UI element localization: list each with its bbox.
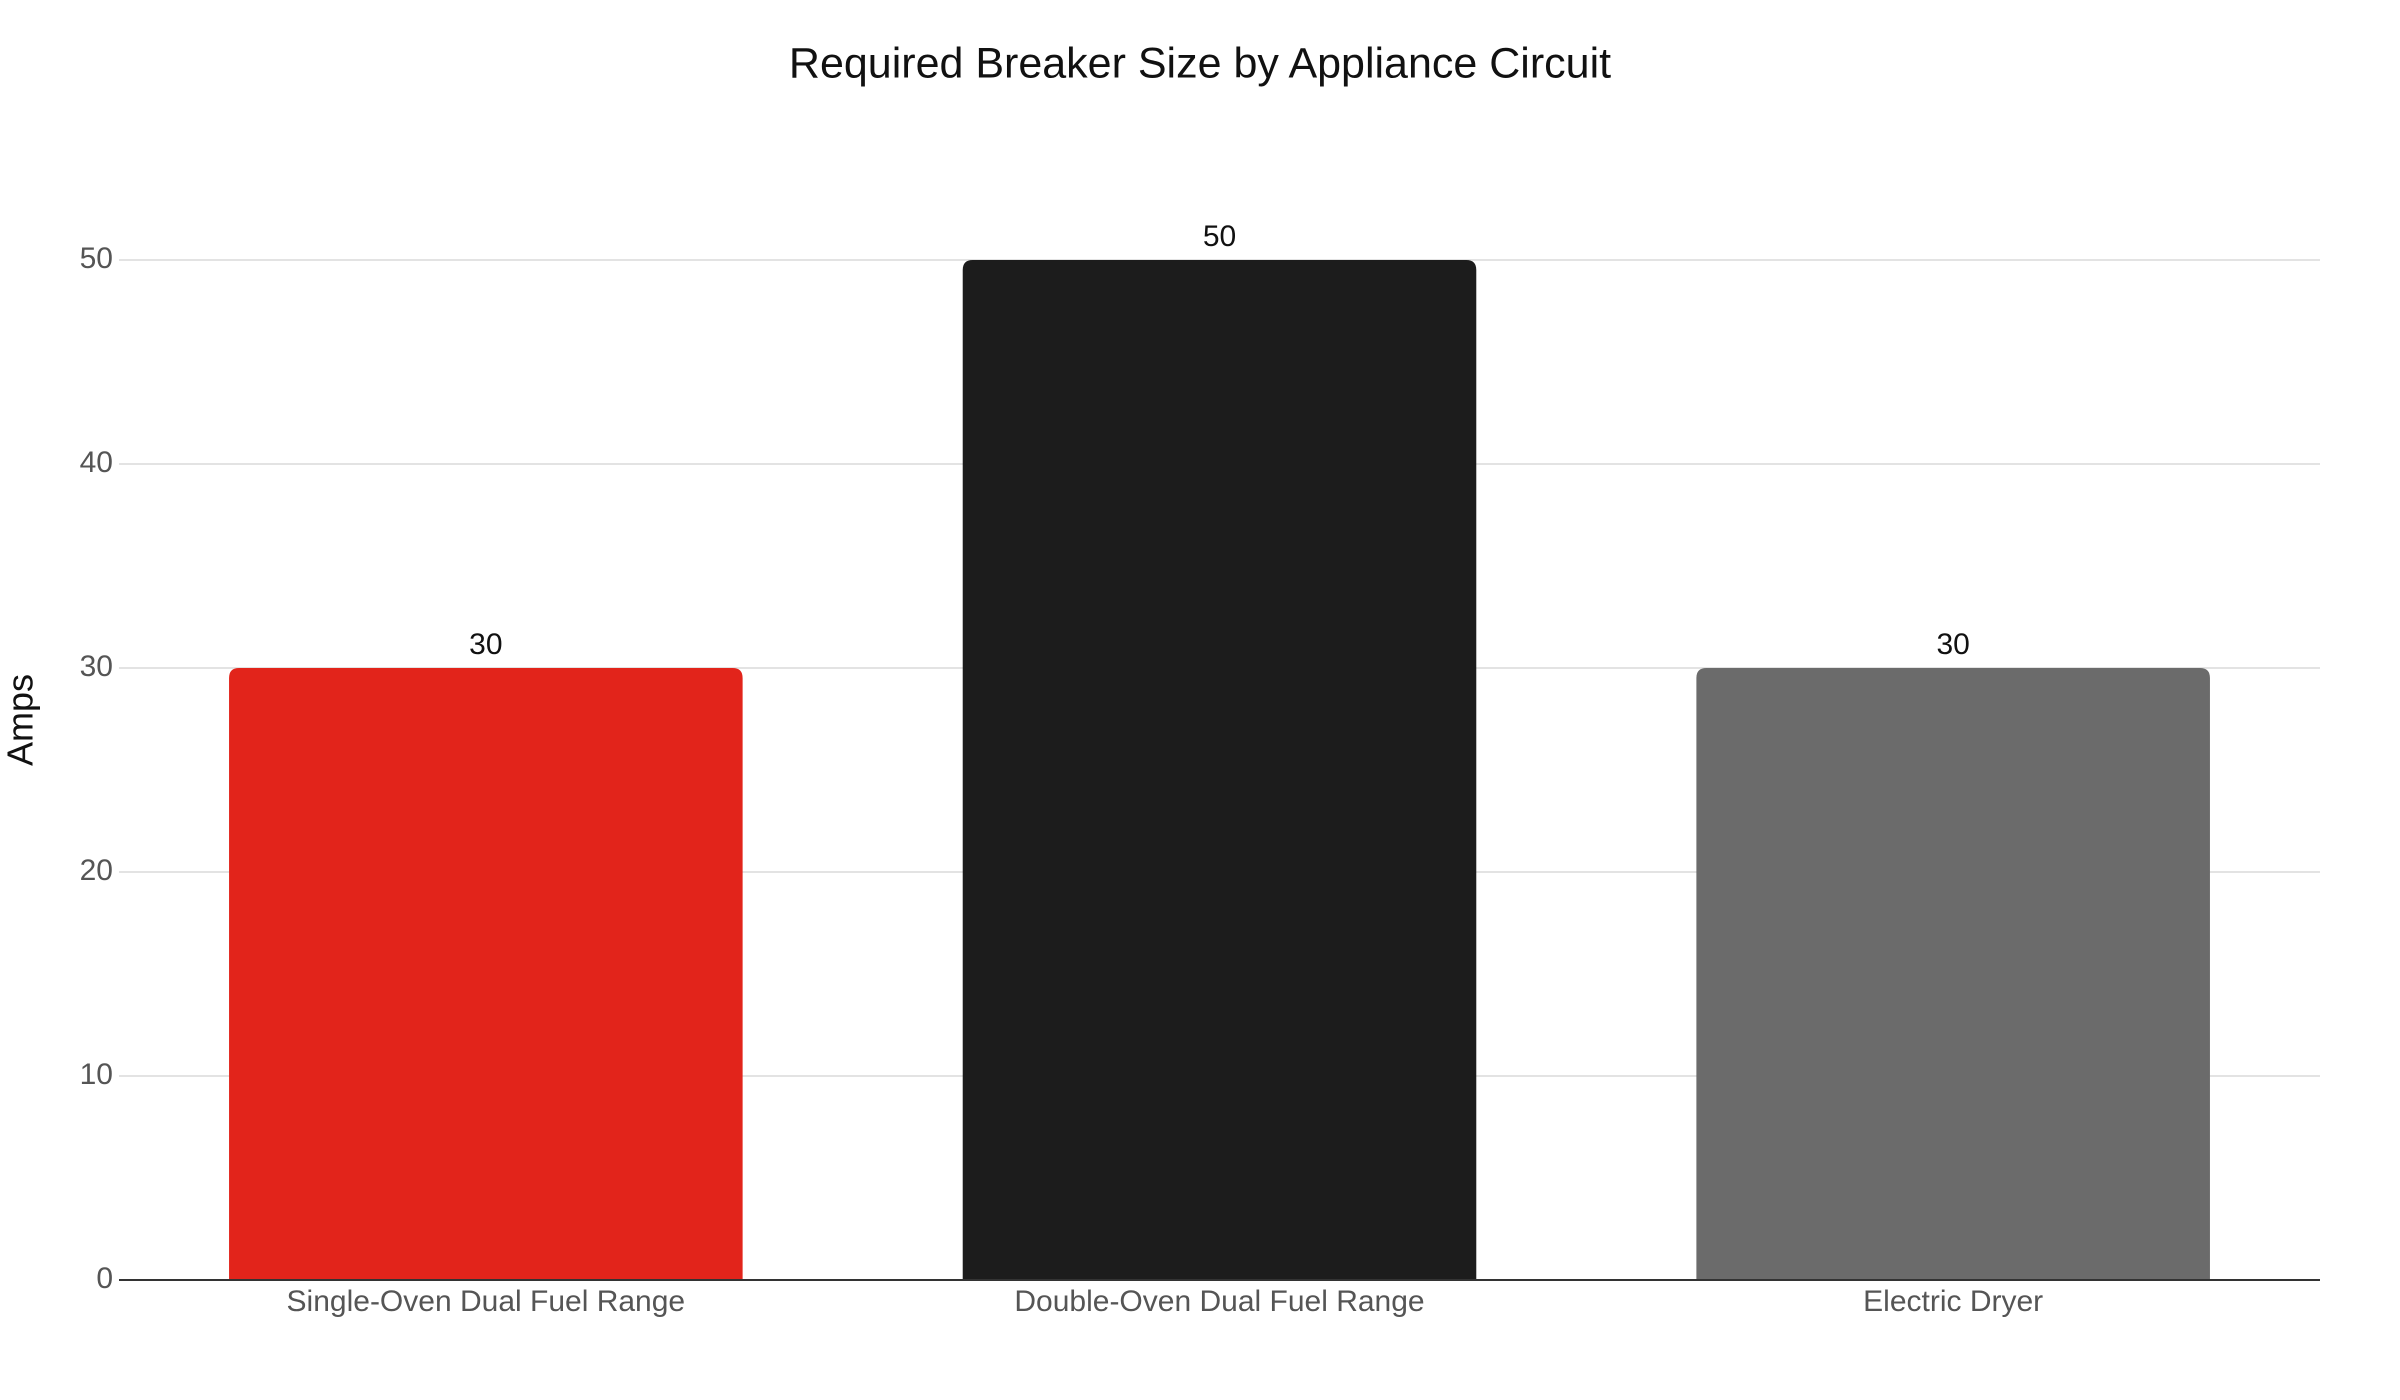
bar (229, 668, 743, 1280)
bar (1696, 668, 2210, 1280)
y-tick-label: 20 (80, 854, 113, 887)
y-tick-label: 40 (80, 446, 113, 479)
data-label: 30 (1936, 628, 1969, 661)
y-axis-label: Amps (0, 674, 41, 766)
data-label: 30 (469, 628, 502, 661)
chart-title: Required Breaker Size by Appliance Circu… (789, 39, 1611, 87)
y-tick-label: 50 (80, 242, 113, 275)
x-tick-label: Single-Oven Dual Fuel Range (287, 1285, 686, 1318)
y-tick-label: 0 (96, 1262, 113, 1295)
x-tick-label: Double-Oven Dual Fuel Range (1014, 1285, 1424, 1318)
x-tick-label: Electric Dryer (1863, 1285, 2043, 1318)
data-label: 50 (1203, 220, 1236, 253)
y-tick-label: 10 (80, 1058, 113, 1091)
y-tick-label: 30 (80, 650, 113, 683)
bar (962, 260, 1477, 1280)
